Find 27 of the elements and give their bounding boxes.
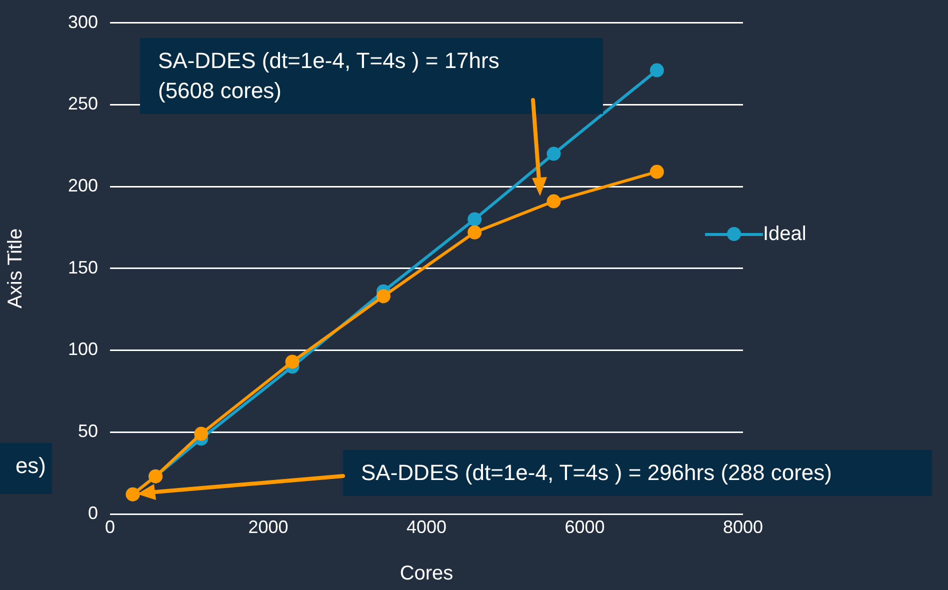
y-tick-label: 50 [78, 421, 98, 442]
point [285, 354, 300, 369]
y-tick-label: 100 [68, 339, 98, 360]
x-tick-label: 2000 [248, 516, 288, 537]
point [468, 225, 482, 240]
y-tick-label: 200 [68, 176, 98, 196]
x-tick-label: 6000 [564, 516, 605, 537]
x-tick-label: 0 [104, 516, 116, 537]
x-axis-title: Cores [400, 562, 454, 585]
point [650, 63, 664, 78]
text-box: SA-DDES (dt=1e-4, T=4s ) = 17hrs (5608 cores) [140, 38, 603, 114]
point [468, 212, 482, 226]
y-tick-label: 0 [88, 502, 98, 523]
y-tick-label: 150 [68, 257, 98, 278]
point [194, 426, 208, 441]
x-tick-label: 4000 [406, 516, 447, 537]
y-tick-label: 250 [68, 94, 98, 114]
text-box: SA-DDES (dt=1e-4, T=4s ) = 296hrs (288 cores) [343, 450, 932, 496]
y-tick-label: 300 [68, 12, 98, 32]
point [546, 194, 561, 208]
point [376, 289, 390, 304]
point [650, 164, 664, 179]
point [546, 146, 561, 161]
text-box: es) [0, 443, 52, 494]
x-tick-label: 8000 [722, 516, 764, 537]
y-axis-title: Axis Title [4, 228, 27, 308]
legend-label: Ideal [763, 222, 808, 246]
